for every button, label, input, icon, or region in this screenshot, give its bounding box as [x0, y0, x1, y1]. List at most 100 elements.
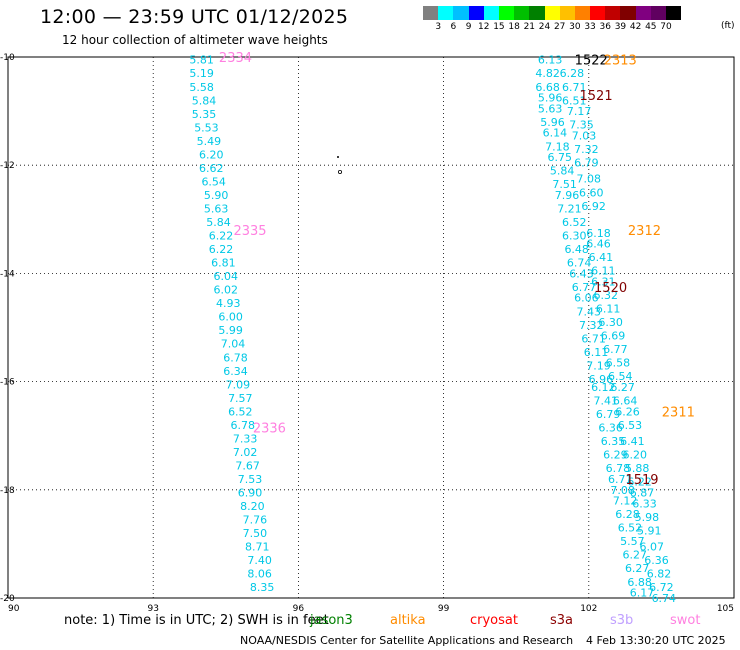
wave-height-point: 6.62 [199, 162, 224, 175]
axis-ticks: 90 93 96 99 102 105 -10 -12 -14 -16 -18 -20 [0, 53, 734, 614]
wave-height-point: 5.57 [620, 535, 645, 548]
wave-height-point: 6.20 [199, 148, 224, 161]
color-swatch [590, 6, 606, 20]
satellite-cryosat: cryosat [470, 613, 518, 628]
pass-time-label: 2313 [604, 54, 637, 69]
wave-height-point: 6.81 [211, 257, 236, 270]
wave-height-point: 5.84 [192, 94, 217, 107]
color-swatch [468, 6, 484, 20]
wave-height-point: 6.60 [579, 186, 604, 199]
wave-height-point: 6.69 [601, 330, 626, 343]
color-swatch [438, 6, 454, 20]
island-marker [337, 156, 342, 174]
wave-height-point: 6.27 [610, 381, 635, 394]
wave-height-point: 5.53 [194, 121, 219, 134]
wave-height-point: 6.02 [214, 284, 239, 297]
wave-height-point: 6.78 [230, 419, 255, 432]
color-swatch [666, 6, 682, 20]
color-scale-labels: 3 6 9 12 15 18 21 24 27 30 33 36 39 42 45 70 [423, 22, 674, 32]
wave-height-point: 6.17 [630, 587, 655, 600]
wave-height-point: 7.12 [613, 495, 638, 508]
color-swatch [498, 6, 515, 20]
color-swatch [529, 6, 545, 20]
wave-height-point: 6.31 [591, 276, 616, 289]
wave-height-point: 6.68 [535, 81, 560, 94]
wave-height-point: 6.87 [630, 487, 655, 500]
wave-height-point: 6.77 [603, 343, 628, 356]
wave-height-point: 6.51 [562, 94, 587, 107]
wave-height-point: 7.32 [579, 319, 604, 332]
pass-time-label: 1520 [594, 281, 627, 296]
pass-time-label: 2334 [219, 51, 252, 66]
wave-height-point: 6.72 [649, 581, 674, 594]
wave-height-point: 4.93 [216, 297, 241, 310]
wave-height-point: 6.12 [591, 381, 616, 394]
wave-height-point: 6.11 [584, 346, 609, 359]
color-scale-label: 30 [569, 22, 581, 32]
color-swatch [574, 6, 591, 20]
wave-height-point: 7.53 [238, 473, 263, 486]
wave-height-point: 6.35 [601, 435, 626, 448]
wave-height-point: 6.90 [238, 487, 263, 500]
color-scale-label: 9 [465, 22, 472, 32]
wave-height-point: 6.41 [589, 251, 614, 264]
color-scale-label: 18 [508, 22, 520, 32]
wave-height-point: 6.52 [562, 216, 587, 229]
wave-height-point: 7.35 [569, 119, 594, 132]
wave-height-point: 5.49 [197, 135, 222, 148]
plot-frame [7, 56, 735, 599]
x-tick-label: 90 [8, 604, 20, 614]
wave-height-point: 6.07 [639, 541, 664, 554]
island-dot [337, 156, 339, 158]
y-tick-label: -18 [0, 486, 15, 496]
color-scale-unit: (ft) [721, 21, 735, 31]
island-outline [337, 169, 342, 174]
wave-height-point: 6.27 [625, 562, 650, 575]
wave-height-point: 6.96 [589, 373, 614, 386]
x-tick-label: 102 [580, 604, 597, 614]
wave-height-point: 8.35 [250, 581, 275, 594]
wave-height-point: 6.71 [581, 332, 606, 345]
color-scale-label: 15 [493, 22, 505, 32]
wave-height-point: 6.33 [632, 497, 657, 510]
wave-height-point: 7.09 [226, 378, 251, 391]
wave-height-point: 4.82 [535, 67, 560, 80]
wave-height-point: 5.98 [635, 511, 660, 524]
wave-height-point: 6.11 [591, 265, 616, 278]
wave-height-point: 6.64 [613, 395, 638, 408]
wave-height-point: 5.84 [550, 165, 575, 178]
grid-lines [8, 56, 734, 598]
wave-height-point: 6.54 [608, 370, 633, 383]
wave-height-point: 7.67 [235, 459, 260, 472]
y-tick-label: -14 [0, 269, 15, 279]
color-scale-label: 24 [538, 22, 551, 32]
pass-time-label: 1521 [580, 89, 613, 104]
color-scale-label: 42 [629, 22, 642, 32]
wave-height-point: 6.22 [209, 230, 234, 243]
satellite-altika: altika [390, 613, 426, 628]
satellite-s3b: s3b [610, 613, 634, 628]
wave-height-point: 6.58 [606, 357, 631, 370]
wave-height-point: 5.63 [204, 202, 229, 215]
color-swatch [483, 6, 499, 20]
wave-height-point: 6.26 [615, 405, 640, 418]
wave-height-point: 7.41 [593, 395, 618, 408]
pass-time-label: 2335 [233, 224, 266, 239]
color-swatch [544, 6, 560, 20]
wave-height-point: 6.75 [548, 151, 573, 164]
wave-height-point: 6.74 [567, 257, 592, 270]
wave-height-point: 5.88 [625, 462, 650, 475]
wave-height-point: 6.41 [620, 435, 645, 448]
wave-height-point: 8.20 [240, 500, 265, 513]
wave-height-point: 5.91 [637, 524, 662, 537]
wave-height-point: 6.54 [201, 175, 226, 188]
wave-height-point: 6.36 [644, 554, 669, 567]
wave-height-point: 6.82 [647, 568, 672, 581]
color-swatch [650, 6, 666, 20]
wave-height-point: 6.28 [615, 508, 640, 521]
wave-height-point: 5.96 [538, 92, 563, 105]
page-subtitle: 12 hour collection of altimeter wave hei… [62, 33, 328, 47]
pass-time-label: 1522 [575, 54, 608, 69]
wave-height-point: 6.36 [598, 422, 623, 435]
